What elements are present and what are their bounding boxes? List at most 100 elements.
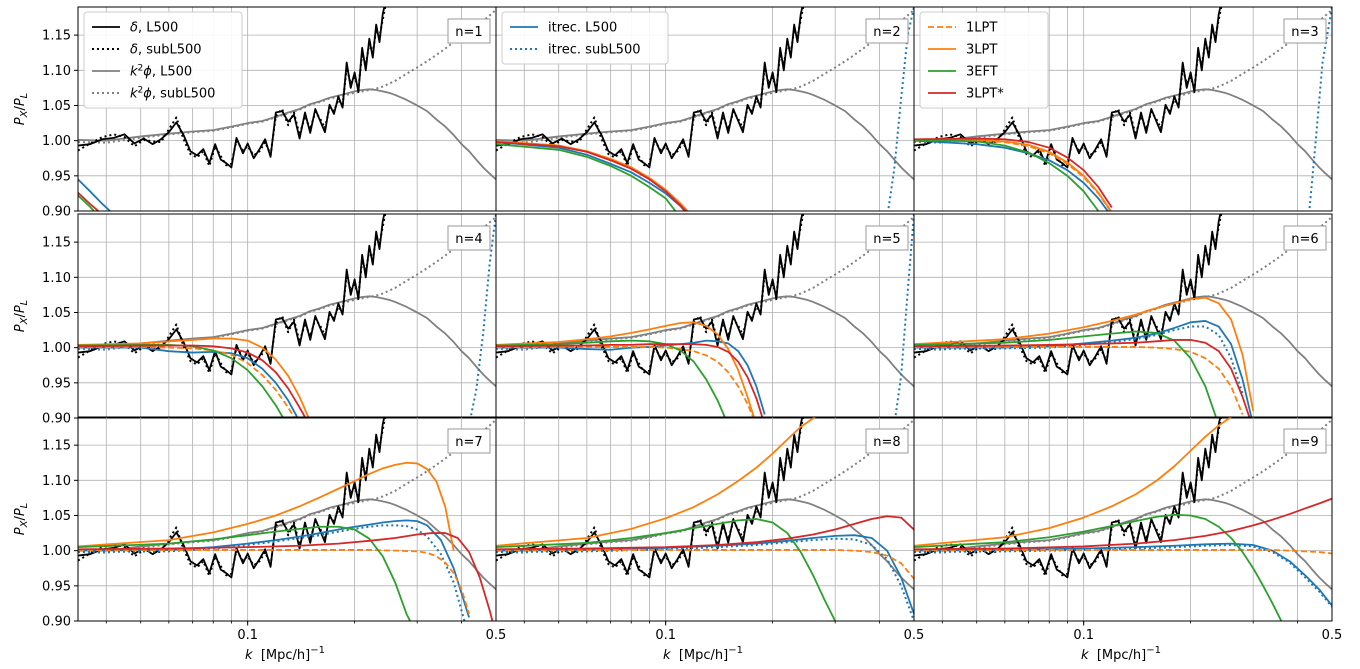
panel-frame	[913, 213, 1333, 419]
series-delta-subl500	[914, 214, 1223, 374]
panel-8: 0.1 0.5 k [Mpc/h]−1 n=8	[495, 416, 925, 663]
y-tick-label: 1.10	[42, 474, 71, 489]
grid	[78, 417, 496, 622]
panel-label: n=5	[873, 232, 900, 247]
y-tick-label: 0.90	[42, 615, 71, 630]
x-tick-label: 0.1	[237, 628, 258, 643]
y-tick-label: 1.10	[42, 64, 71, 79]
series-3eft	[78, 194, 96, 211]
series-delta-subl500	[496, 214, 805, 374]
series-3lpt	[78, 192, 100, 211]
panel-4: 0.90 0.95 1.00 1.05 1.10 1.15 PX/PL n=4	[13, 213, 497, 427]
panel-label-box	[447, 428, 491, 454]
y-tick-label: 1.00	[42, 341, 71, 356]
x-axis-label: k [Mpc/h]−1	[1081, 645, 1161, 663]
panel-label-box	[865, 18, 909, 44]
legend-entry-delta-l500: δ, L500	[130, 21, 178, 36]
series-1lpt	[496, 346, 755, 418]
panels-layer: 0.90 0.95 1.00 1.05 1.10 1.15 PX/PL n=1 n=2 n=3 0.…	[13, 6, 1342, 663]
series-itrec-subl500	[78, 524, 466, 621]
legend-3: 1LPT 3LPT 3EFT 3LPT*	[919, 11, 1049, 109]
panel-5: n=5	[495, 213, 915, 419]
series-group	[914, 7, 1332, 211]
series-3lpt	[914, 497, 1332, 551]
series-1lpt	[78, 346, 296, 418]
panel-label: n=9	[1291, 435, 1318, 450]
y-tick-label: 1.05	[42, 509, 71, 524]
series-3lpt	[78, 337, 310, 418]
panel-frame	[913, 416, 1333, 622]
legend-entry-k2phi-subl500: k2ϕ, subL500	[130, 86, 215, 102]
legend-entry-3lpt: 3LPT	[966, 43, 997, 58]
x-edge-tick-label: 0.5	[486, 628, 507, 643]
series-3eft	[496, 143, 677, 211]
series-group	[496, 214, 914, 418]
x-edge-tick-label: 0.5	[904, 628, 925, 643]
series-delta-l500	[496, 214, 804, 376]
series-3eft	[78, 525, 412, 621]
legend-entry-itrec-l500: itrec. L500	[548, 21, 617, 36]
legend-entry-itrec-subl500: itrec. subL500	[548, 43, 641, 58]
y-axis-label: PX/PL	[13, 93, 30, 126]
series-3lpt	[496, 140, 689, 211]
panel-label: n=8	[873, 435, 900, 450]
x-axis-label: k [Mpc/h]−1	[663, 645, 743, 663]
series-3lpt	[496, 321, 756, 418]
series-1lpt	[914, 139, 1112, 211]
panel-7: 0.90 0.95 1.00 1.05 1.10 1.15 PX/PL 0.1 0.5 k [Mp…	[13, 416, 507, 663]
series-3eft	[914, 139, 1100, 211]
panel-label: n=4	[455, 232, 482, 247]
y-axis-label: PX/PL	[13, 503, 30, 536]
y-tick-label: 0.90	[42, 412, 71, 427]
series-3lpt	[496, 343, 764, 418]
series-group	[496, 417, 914, 621]
series-3lpt	[914, 137, 1113, 208]
series-3eft	[914, 330, 1218, 418]
series-delta-subl500	[78, 7, 387, 167]
panel-6: n=6	[913, 213, 1333, 419]
y-tick-label: 1.05	[42, 306, 71, 321]
series-1lpt	[78, 549, 470, 615]
series-3lpt	[496, 515, 914, 551]
panel-3: n=3	[913, 6, 1333, 212]
panel-label: n=2	[873, 25, 900, 40]
y-axis-label: PX/PL	[13, 300, 30, 333]
series-3lpt	[914, 339, 1251, 418]
series-group	[78, 214, 496, 418]
series-itrec-l500	[78, 519, 470, 618]
series-3lpt	[496, 141, 687, 211]
grid	[496, 214, 914, 419]
legend-entry-delta-subl500: δ, subL500	[130, 43, 202, 58]
series-delta-subl500	[78, 214, 387, 374]
x-tick-label: 0.1	[655, 628, 676, 643]
y-tick-label: 1.15	[42, 29, 71, 44]
y-tick-label: 0.90	[42, 205, 71, 220]
series-group	[78, 417, 496, 621]
legend-2: itrec. L500 itrec. subL500	[501, 11, 669, 65]
series-group	[78, 7, 496, 211]
series-itrec-subl500	[887, 7, 914, 211]
series-group	[496, 7, 914, 211]
panel-label-box	[1283, 225, 1327, 251]
legend-frame	[919, 11, 1049, 109]
legend-entry-3lpt: 3LPT*	[966, 87, 1004, 102]
legend-frame	[501, 11, 669, 65]
grid	[496, 417, 914, 622]
series-3lpt	[78, 532, 494, 621]
x-axis-label: k [Mpc/h]−1	[245, 645, 325, 663]
series-group	[914, 417, 1332, 621]
series-delta-subl500	[914, 7, 1223, 167]
y-tick-label: 0.95	[42, 579, 71, 594]
panel-label-box	[1283, 18, 1327, 44]
grid	[914, 214, 1332, 419]
series-3eft	[496, 339, 727, 418]
y-tick-label: 0.95	[42, 169, 71, 184]
series-3lpt	[914, 296, 1255, 412]
legend-1: δ, L500 δ, subL500 k2ϕ, L500 k2ϕ, subL500	[83, 11, 243, 109]
series-3lpt	[496, 417, 817, 547]
series-delta-subl500	[496, 417, 805, 577]
y-tick-label: 1.05	[42, 99, 71, 114]
series-1lpt	[496, 140, 689, 211]
panel-label: n=6	[1291, 232, 1318, 247]
